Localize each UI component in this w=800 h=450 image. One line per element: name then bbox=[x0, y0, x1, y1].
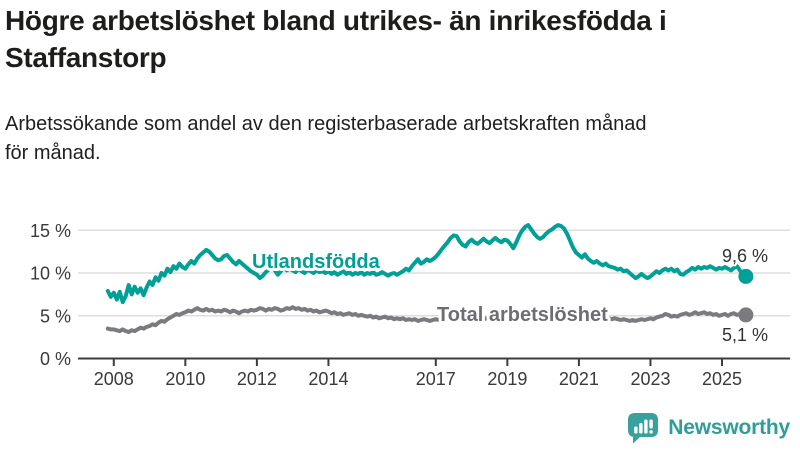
chart-subtitle: Arbetssökande som andel av den registerb… bbox=[5, 113, 647, 164]
value-label-utlandsfodda: 9,6 % bbox=[722, 246, 768, 266]
y-tick-label: 10 % bbox=[30, 264, 71, 284]
series-line-utlandsfodda bbox=[105, 223, 748, 305]
x-tick-label: 2023 bbox=[630, 369, 670, 389]
x-tick-label: 2025 bbox=[702, 369, 742, 389]
unemployment-line-chart: 0 % 5 % 10 % 15 % Utlandsfödda Total arbetslö… bbox=[30, 221, 790, 389]
series-end-dot-total-arbetsloshet bbox=[738, 307, 754, 323]
newsworthy-logo-text: Newsworthy bbox=[668, 416, 790, 439]
y-tick-label: 0 % bbox=[40, 349, 71, 369]
x-tick-label: 2017 bbox=[416, 369, 456, 389]
x-tick-label: 2008 bbox=[94, 369, 134, 389]
y-tick-label: 5 % bbox=[40, 306, 71, 326]
series-end-dot-utlandsfodda bbox=[738, 268, 754, 284]
y-tick-label: 15 % bbox=[30, 221, 71, 241]
x-tick-label: 2010 bbox=[165, 369, 205, 389]
x-tick-label: 2012 bbox=[237, 369, 277, 389]
series-line-total-arbetsloshet bbox=[105, 305, 748, 334]
series-label-utlandsfodda: Utlandsfödda bbox=[252, 251, 381, 273]
newsworthy-logo: Newsworthy bbox=[626, 411, 790, 445]
x-tick-label: 2014 bbox=[308, 369, 348, 389]
chart-title: Högre arbetslöshet bland utrikes- än inr… bbox=[5, 5, 667, 73]
value-label-total-arbetsloshet: 5,1 % bbox=[722, 325, 768, 345]
x-tick-label: 2019 bbox=[487, 369, 527, 389]
x-tick-label: 2021 bbox=[559, 369, 599, 389]
series-label-total-arbetsloshet: Total arbetslöshet bbox=[437, 304, 608, 326]
bar-chart-speech-bubble-icon bbox=[626, 411, 660, 445]
